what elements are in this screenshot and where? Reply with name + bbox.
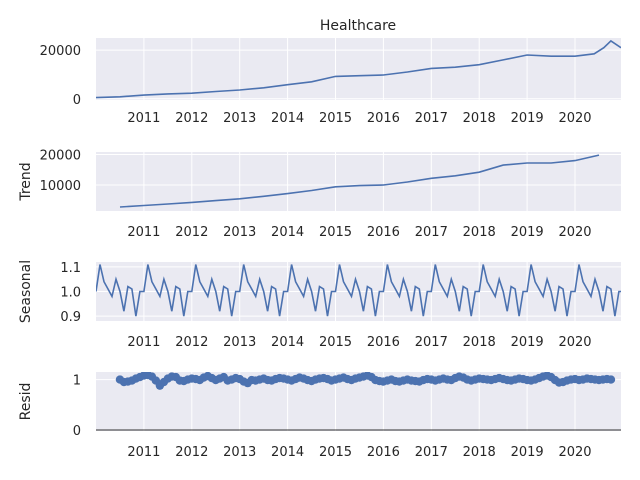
y-tick-label: 0 bbox=[73, 93, 81, 108]
x-tick-label: 2014 bbox=[271, 445, 304, 460]
x-tick-label: 2019 bbox=[511, 445, 544, 460]
y-axis-label: Seasonal bbox=[18, 260, 34, 323]
x-tick-label: 2018 bbox=[463, 111, 496, 126]
x-tick-label: 2020 bbox=[558, 111, 591, 126]
y-tick-label: 1 bbox=[73, 374, 81, 389]
panel-trend: 2011 2012 2013 2014 2015 2016 2017 2018 2019 2020… bbox=[18, 148, 621, 240]
x-tick-label: 2017 bbox=[415, 445, 448, 460]
panel-resid: 2011 2012 2013 2014 2015 2016 2017 2018 2019 2020… bbox=[18, 372, 621, 460]
x-tick-label: 2011 bbox=[127, 445, 160, 460]
panel-seasonal: 2011 2012 2013 2014 2015 2016 2017 2018 2019 2020… bbox=[18, 260, 621, 350]
figure-title: Healthcare bbox=[320, 18, 396, 34]
panel-background bbox=[96, 38, 621, 100]
y-tick-label: 0 bbox=[73, 424, 81, 439]
x-tick-label: 2013 bbox=[223, 225, 256, 240]
seasonal-line bbox=[96, 264, 621, 317]
observed-line bbox=[96, 39, 621, 99]
x-tick-label: 2015 bbox=[319, 335, 352, 350]
x-tick-label: 2018 bbox=[463, 445, 496, 460]
x-tick-label: 2016 bbox=[367, 445, 400, 460]
panel-background bbox=[96, 152, 621, 211]
trend-line bbox=[119, 154, 600, 208]
x-tick-label: 2012 bbox=[175, 445, 208, 460]
x-tick-label: 2011 bbox=[127, 111, 160, 126]
x-tick-label: 2014 bbox=[271, 335, 304, 350]
x-tick-label: 2013 bbox=[223, 111, 256, 126]
x-tick-label: 2018 bbox=[463, 335, 496, 350]
x-tick-label: 2019 bbox=[511, 111, 544, 126]
x-tick-label: 2019 bbox=[511, 225, 544, 240]
y-tick-label: 20000 bbox=[40, 148, 81, 163]
x-tick-label: 2019 bbox=[511, 335, 544, 350]
x-tick-label: 2020 bbox=[558, 445, 591, 460]
x-tick-label: 2015 bbox=[319, 111, 352, 126]
x-tick-label: 2011 bbox=[127, 335, 160, 350]
x-tick-label: 2013 bbox=[223, 335, 256, 350]
y-axis-label: Resid bbox=[18, 383, 34, 421]
y-tick-label: 1.0 bbox=[60, 286, 81, 301]
y-tick-label: 0.9 bbox=[60, 310, 81, 325]
x-tick-label: 2012 bbox=[175, 225, 208, 240]
y-tick-label: 1.1 bbox=[60, 261, 81, 276]
panels: 2011 2012 2013 2014 2015 2016 2017 2018 2019 2020… bbox=[18, 38, 621, 460]
resid-points bbox=[115, 372, 616, 390]
x-tick-label: 2020 bbox=[558, 225, 591, 240]
y-tick-label: 10000 bbox=[40, 179, 81, 194]
panel-observed: 2011 2012 2013 2014 2015 2016 2017 2018 2019 2020… bbox=[40, 38, 621, 126]
x-tick-label: 2016 bbox=[367, 111, 400, 126]
x-tick-label: 2012 bbox=[175, 335, 208, 350]
x-tick-label: 2020 bbox=[558, 335, 591, 350]
x-tick-label: 2016 bbox=[367, 225, 400, 240]
x-tick-label: 2014 bbox=[271, 225, 304, 240]
x-tick-label: 2014 bbox=[271, 111, 304, 126]
x-tick-label: 2017 bbox=[415, 335, 448, 350]
x-tick-label: 2018 bbox=[463, 225, 496, 240]
x-tick-label: 2012 bbox=[175, 111, 208, 126]
x-tick-label: 2011 bbox=[127, 225, 160, 240]
y-tick-label: 20000 bbox=[40, 44, 81, 59]
x-tick-label: 2017 bbox=[415, 225, 448, 240]
x-tick-label: 2013 bbox=[223, 445, 256, 460]
x-tick-label: 2015 bbox=[319, 445, 352, 460]
x-tick-label: 2015 bbox=[319, 225, 352, 240]
y-axis-label: Trend bbox=[18, 162, 34, 201]
x-tick-label: 2016 bbox=[367, 335, 400, 350]
resid-point bbox=[606, 375, 616, 384]
x-tick-label: 2017 bbox=[415, 111, 448, 126]
